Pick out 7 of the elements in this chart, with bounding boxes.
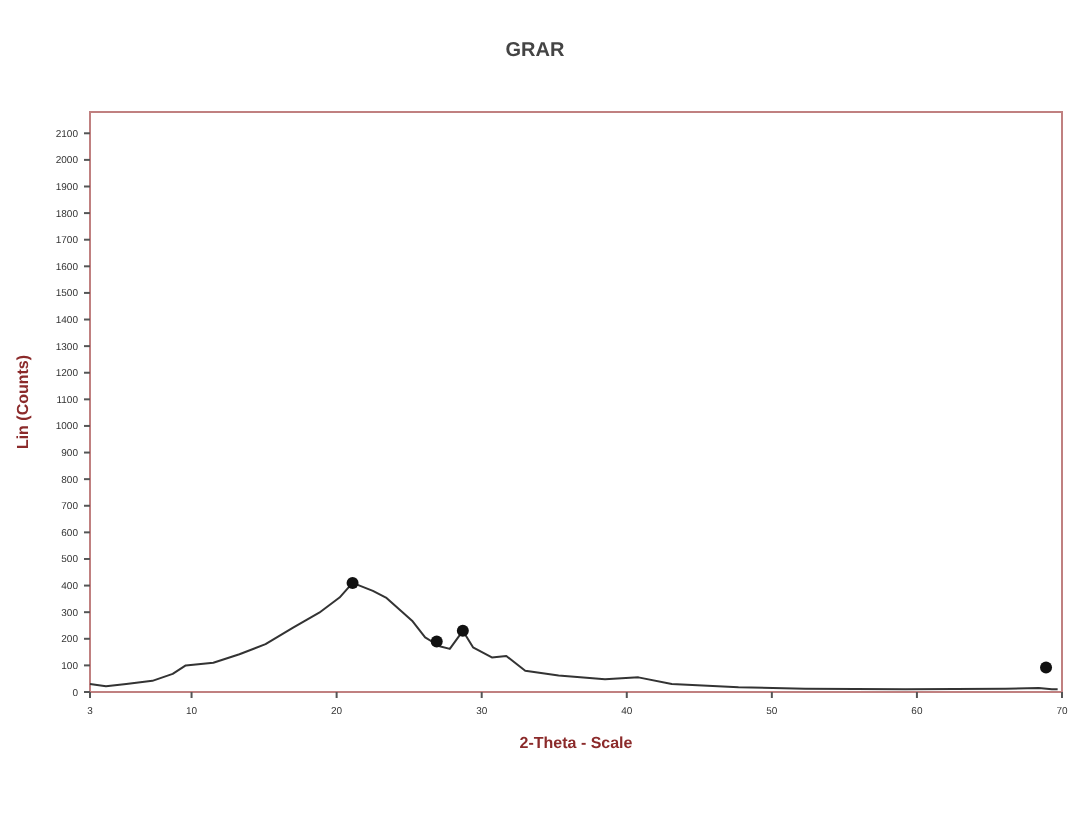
point [456, 624, 469, 637]
point [430, 635, 443, 648]
point [346, 576, 359, 589]
x-axis-title: 2-Theta - Scale [519, 734, 634, 752]
y-axis-title: Lin (Counts) [14, 354, 32, 450]
point [1040, 661, 1053, 674]
chart-title: GRAR [505, 40, 566, 62]
